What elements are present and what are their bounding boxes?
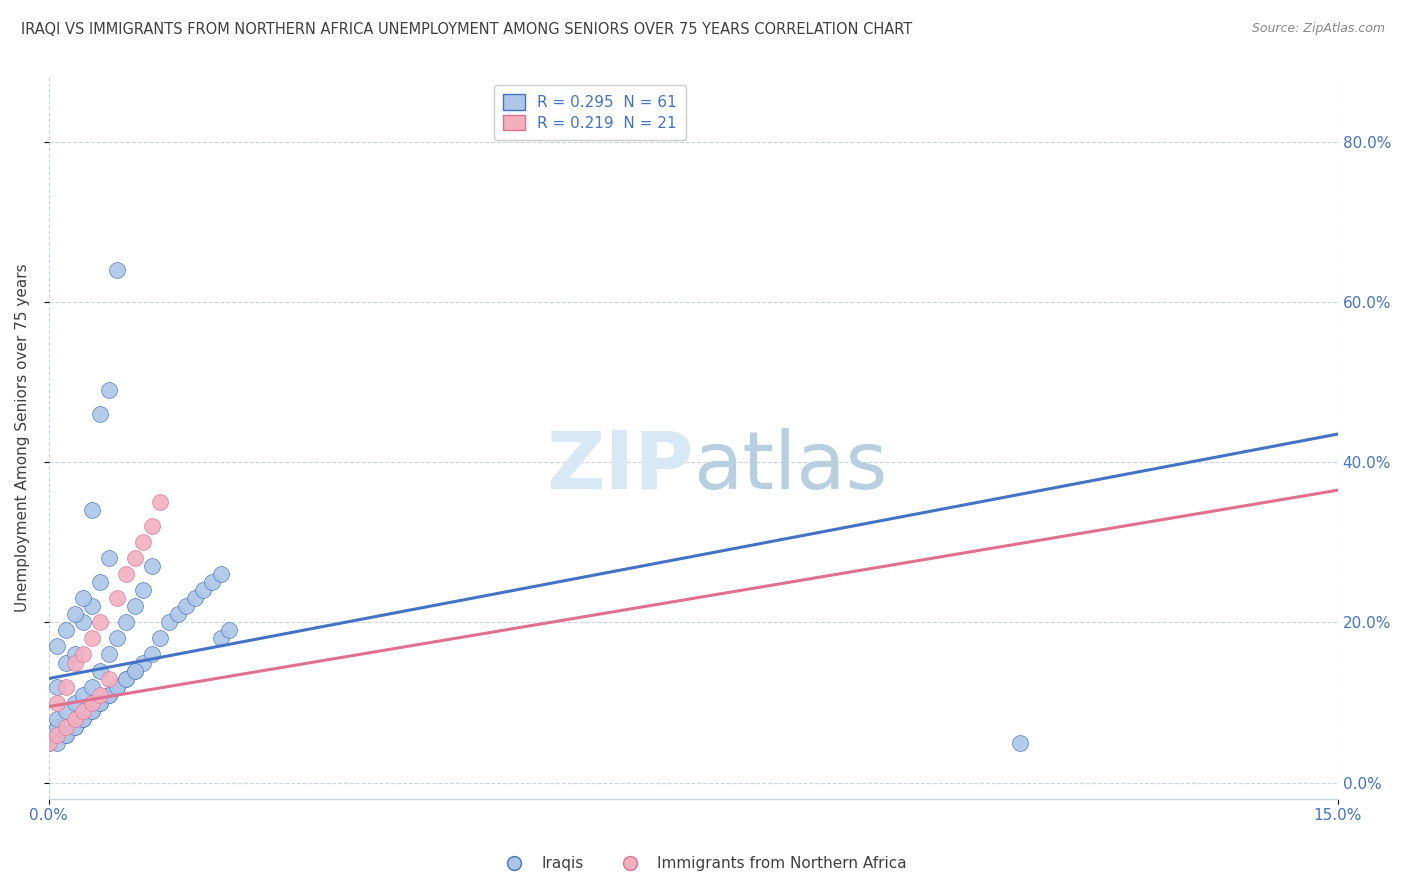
Point: [115, 567, 138, 582]
Point: [97, 672, 120, 686]
Point: [55, 728, 77, 742]
Point: [63, 720, 86, 734]
Point: [166, 607, 188, 622]
Point: [72, 712, 94, 726]
Point: [46, 696, 69, 710]
Point: [132, 535, 155, 549]
Point: [218, 624, 240, 638]
Point: [97, 551, 120, 566]
Point: [107, 591, 129, 606]
Point: [72, 688, 94, 702]
Point: [149, 632, 172, 646]
Point: [107, 632, 129, 646]
Point: [89, 615, 111, 630]
Point: [80, 696, 103, 710]
Point: [46, 728, 69, 742]
Point: [46, 680, 69, 694]
Point: [72, 704, 94, 718]
Point: [141, 648, 163, 662]
Point: [97, 688, 120, 702]
Point: [107, 262, 129, 277]
Point: [89, 696, 111, 710]
Point: [72, 712, 94, 726]
Point: [55, 680, 77, 694]
Y-axis label: Unemployment Among Seniors over 75 years: Unemployment Among Seniors over 75 years: [15, 264, 30, 613]
Point: [201, 575, 224, 590]
Point: [124, 551, 146, 566]
Point: [63, 656, 86, 670]
Point: [63, 607, 86, 622]
Point: [97, 688, 120, 702]
Point: [89, 575, 111, 590]
Point: [46, 720, 69, 734]
Point: [63, 720, 86, 734]
Point: [80, 632, 103, 646]
Point: [97, 383, 120, 397]
Point: [38, 736, 60, 750]
Point: [46, 640, 69, 654]
Point: [209, 632, 232, 646]
Point: [193, 583, 215, 598]
Point: [55, 704, 77, 718]
Point: [174, 599, 197, 614]
Point: [72, 648, 94, 662]
Point: [124, 664, 146, 678]
Point: [124, 599, 146, 614]
Point: [115, 672, 138, 686]
Point: [55, 720, 77, 734]
Legend: Iraqis, Immigrants from Northern Africa: Iraqis, Immigrants from Northern Africa: [494, 850, 912, 877]
Point: [63, 696, 86, 710]
Point: [115, 615, 138, 630]
Text: IRAQI VS IMMIGRANTS FROM NORTHERN AFRICA UNEMPLOYMENT AMONG SENIORS OVER 75 YEAR: IRAQI VS IMMIGRANTS FROM NORTHERN AFRICA…: [21, 22, 912, 37]
Point: [89, 407, 111, 421]
Point: [80, 704, 103, 718]
Point: [107, 680, 129, 694]
Point: [55, 656, 77, 670]
Point: [72, 615, 94, 630]
Point: [132, 656, 155, 670]
Point: [46, 736, 69, 750]
Point: [80, 503, 103, 517]
Point: [132, 583, 155, 598]
Point: [141, 519, 163, 533]
Point: [89, 696, 111, 710]
Point: [115, 672, 138, 686]
Point: [89, 688, 111, 702]
Point: [97, 648, 120, 662]
Point: [209, 567, 232, 582]
Point: [55, 624, 77, 638]
Point: [80, 704, 103, 718]
Text: Source: ZipAtlas.com: Source: ZipAtlas.com: [1251, 22, 1385, 36]
Point: [55, 728, 77, 742]
Point: [1008, 736, 1031, 750]
Legend: R = 0.295  N = 61, R = 0.219  N = 21: R = 0.295 N = 61, R = 0.219 N = 21: [495, 85, 686, 140]
Point: [46, 712, 69, 726]
Point: [72, 591, 94, 606]
Point: [157, 615, 180, 630]
Point: [184, 591, 207, 606]
Text: ZIP: ZIP: [546, 428, 693, 506]
Point: [124, 664, 146, 678]
Point: [63, 648, 86, 662]
Point: [80, 680, 103, 694]
Point: [107, 680, 129, 694]
Point: [89, 664, 111, 678]
Point: [38, 736, 60, 750]
Point: [553, 119, 575, 133]
Point: [149, 495, 172, 509]
Point: [63, 712, 86, 726]
Text: atlas: atlas: [693, 428, 887, 506]
Point: [141, 559, 163, 574]
Point: [80, 599, 103, 614]
